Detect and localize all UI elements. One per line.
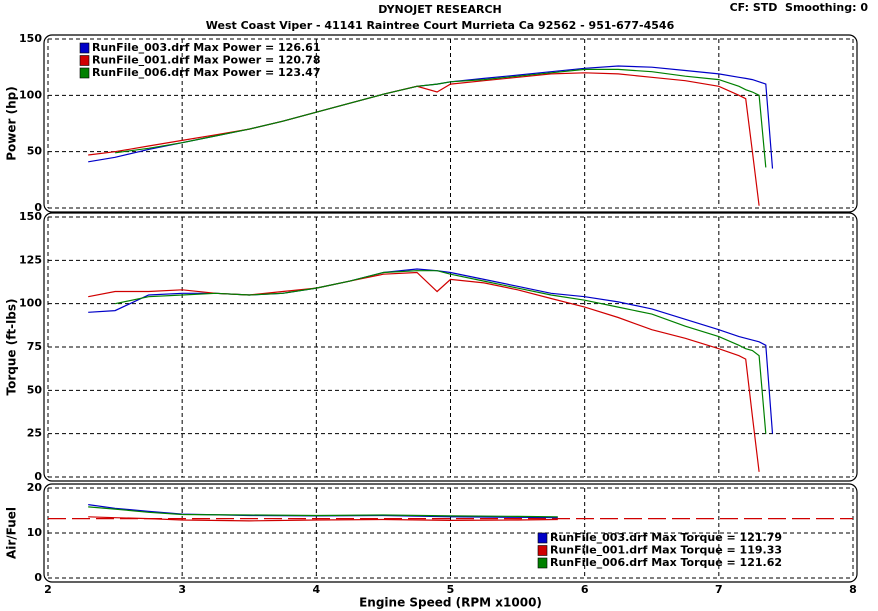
y-tick-label: 150 [19,210,42,223]
chart-title: DYNOJET RESEARCH [378,3,501,16]
legend-swatch [79,42,90,54]
series-line [88,516,558,522]
series-line [88,72,760,206]
x-tick-label: 5 [447,583,455,596]
y-axis-label: Air/Fuel [5,507,19,559]
legend-swatch [537,532,548,544]
y-tick-label: 100 [19,88,42,101]
y-tick-label: 0 [34,470,42,483]
legend-label: RunFile_003.drf Max Power = 126.61 [92,41,321,54]
y-tick-label: 50 [27,145,43,158]
y-tick-label: 125 [19,253,42,266]
legend-swatch [79,55,90,66]
series-line [88,506,558,518]
chart-subtitle: West Coast Viper - 41141 Raintree Court … [206,19,675,32]
x-tick-label: 7 [715,583,723,596]
legend-label: RunFile_006.drf Max Torque = 121.62 [550,556,782,569]
y-tick-label: 20 [27,481,43,494]
x-tick-label: 2 [44,583,52,596]
legend-swatch [537,557,548,569]
y-tick-label: 25 [27,427,42,440]
x-tick-label: 6 [581,583,589,596]
legend-label: RunFile_001.drf Max Power = 120.78 [92,54,321,67]
x-tick-label: 8 [849,583,857,596]
legend-label: RunFile_003.drf Max Torque = 121.79 [550,531,782,544]
legend-swatch [537,545,548,556]
x-tick-label: 4 [313,583,321,596]
x-tick-label: 3 [178,583,186,596]
series-line [115,68,767,168]
y-tick-label: 50 [27,383,43,396]
y-tick-label: 100 [19,297,42,310]
series-line [114,270,767,434]
legend-label: RunFile_001.drf Max Torque = 119.33 [550,544,782,557]
y-tick-label: 0 [34,571,42,584]
x-axis-label: Engine Speed (RPM x1000) [359,596,542,610]
y-axis-label: Torque (ft-lbs) [5,299,19,396]
legend-swatch [79,67,90,79]
legend-label: RunFile_006.drf Max Power = 123.47 [92,66,321,79]
y-tick-label: 75 [27,340,42,353]
y-tick-label: 150 [19,32,42,45]
y-tick-label: 10 [27,526,43,539]
y-axis-label: Power (hp) [5,86,19,160]
y-tick-label: 0 [34,201,42,214]
settings: CF: STD Smoothing: 0 [730,1,869,14]
